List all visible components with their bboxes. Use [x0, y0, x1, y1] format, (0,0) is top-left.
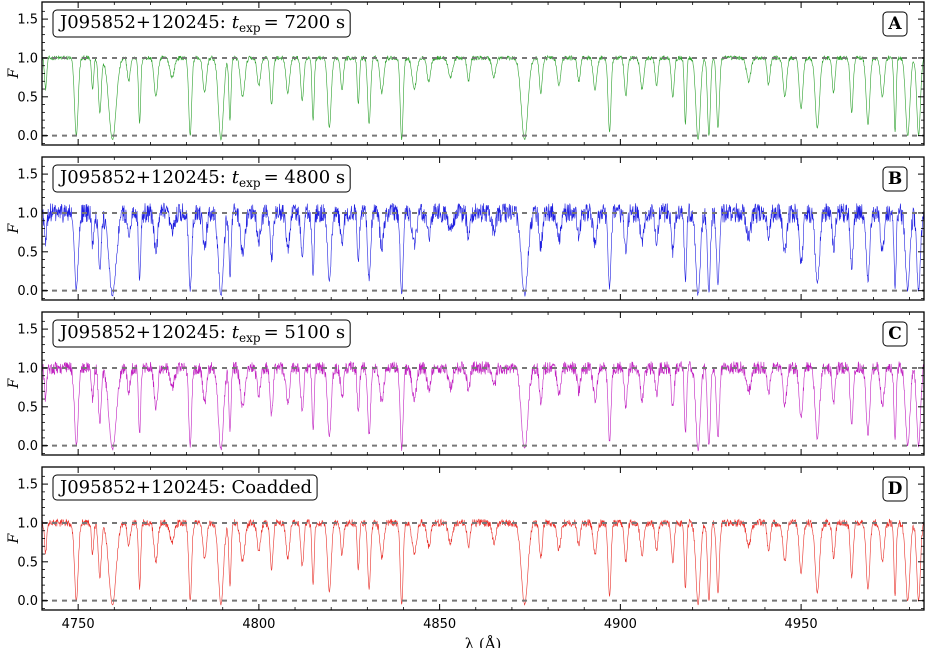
panel-tag: B: [882, 166, 908, 192]
y-tick-label: 1.5: [17, 13, 38, 28]
x-tick-label: 4950: [785, 617, 818, 632]
panel-b: 0.0 0.5 1.0 1.5 F J095852+120245: texp = 4800 s…: [6, 156, 925, 301]
y-axis-label: F: [6, 222, 22, 234]
y-tick-label: 1.0: [17, 51, 38, 66]
panel-tag-box: [882, 11, 908, 37]
panel-tag-text: A: [887, 14, 902, 34]
panel-title: J095852+120245: Coadded: [52, 474, 318, 501]
y-axis-label: F: [6, 532, 22, 544]
y-tick-label: 0.0: [17, 439, 38, 454]
panel-tag-box: [882, 166, 908, 192]
panel-tag-text: C: [888, 324, 902, 344]
panel-title-box: [52, 164, 351, 193]
panel-title: J095852+120245: texp = 4800 s: [52, 164, 351, 193]
y-tick-label: 1.0: [17, 516, 38, 531]
y-tick-label: 0.0: [17, 129, 38, 144]
y-tick-label: 1.5: [17, 168, 38, 183]
y-tick-label: 0.0: [17, 594, 38, 609]
panel-c: 0.0 0.5 1.0 1.5 F J095852+120245: texp = 5100 s…: [6, 311, 925, 456]
panel-tag-box: [882, 476, 908, 502]
x-tick-label: 4750: [62, 617, 95, 632]
x-tick-label: 4850: [423, 617, 456, 632]
panel-tag: C: [882, 321, 908, 347]
panel-title: J095852+120245: texp = 5100 s: [52, 319, 351, 348]
spectrum-line: [42, 202, 924, 297]
y-tick-label: 1.0: [17, 206, 38, 221]
panel-title: J095852+120245: texp = 7200 s: [52, 9, 351, 38]
y-tick-label: 0.5: [17, 400, 38, 415]
panel-d: 0.0 0.5 1.0 1.5 F J095852+120245: Coadded D: [6, 466, 925, 611]
y-tick-label: 1.5: [17, 323, 38, 338]
y-tick-label: 0.5: [17, 90, 38, 105]
y-axis-label: F: [6, 67, 22, 79]
y-tick-label: 1.5: [17, 478, 38, 493]
y-tick-label: 1.0: [17, 361, 38, 376]
panel-title-text: J095852+120245: texp = 5100 s: [58, 322, 345, 345]
y-tick-label: 0.0: [17, 284, 38, 299]
panel-title-box: [52, 319, 351, 348]
panel-title-box: [52, 474, 318, 501]
y-axis-label: F: [6, 377, 22, 389]
panel-title-text: J095852+120245: texp = 7200 s: [58, 12, 345, 35]
y-tick-label: 0.5: [17, 245, 38, 260]
panel-tag-box: [882, 321, 908, 347]
panel-title-text: J095852+120245: Coadded: [58, 477, 312, 498]
panel-tag: D: [882, 476, 908, 502]
panel-tag: A: [882, 11, 908, 37]
panel-a: 0.0 0.5 1.0 1.5 F J095852+120245: texp = 7200 s…: [6, 1, 925, 146]
y-tick-label: 0.5: [17, 555, 38, 570]
x-tick-label: 4900: [604, 617, 637, 632]
x-axis-label: λ (Å): [465, 635, 502, 648]
x-tick-label: 4800: [242, 617, 275, 632]
panel-tag-text: D: [888, 479, 903, 499]
panel-title-box: [52, 9, 351, 38]
panel-title-text: J095852+120245: texp = 4800 s: [58, 167, 345, 190]
panel-tag-text: B: [888, 169, 902, 189]
